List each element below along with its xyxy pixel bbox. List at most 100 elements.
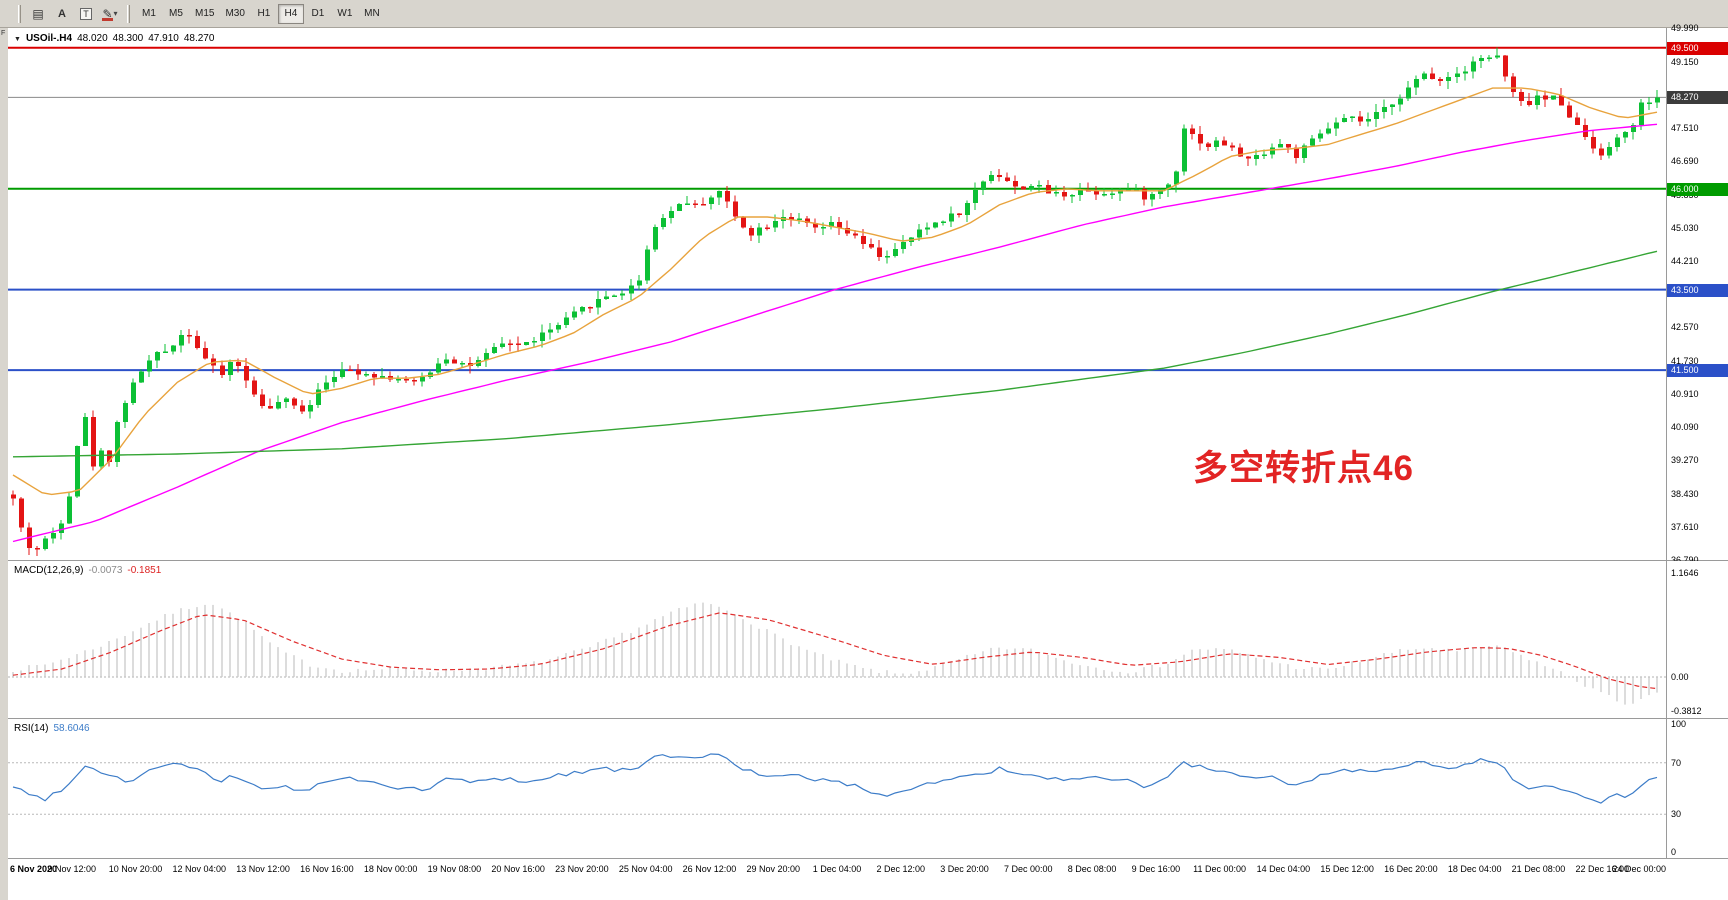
time-tick: 21 Dec 08:00 bbox=[1511, 864, 1566, 874]
main-chart-canvas[interactable] bbox=[8, 28, 1666, 560]
time-tick: 6 Nov 2020 bbox=[10, 864, 58, 874]
time-tick: 9 Nov 12:00 bbox=[47, 864, 97, 874]
rsi-tick: 0 bbox=[1671, 847, 1677, 857]
chart-annotation-text: 多空转折点46 bbox=[1193, 449, 1414, 488]
time-tick: 9 Dec 16:00 bbox=[1131, 864, 1181, 874]
timeframe-button-m15[interactable]: M15 bbox=[190, 4, 219, 24]
rsi-pane[interactable]: RSI(14) 58.6046 100 70 30 0 bbox=[8, 719, 1728, 859]
toolbar: ▤ A T ✎ ▾ M1 M5 M15 M30 H1 H4 D1 W1 MN bbox=[0, 0, 1728, 28]
ohlc-low: 47.910 bbox=[148, 33, 179, 44]
time-tick: 22 Dec 16:00 bbox=[1575, 864, 1629, 874]
macd-tick: 1.1646 bbox=[1671, 568, 1699, 579]
price-tick: 49.150 bbox=[1671, 56, 1699, 67]
time-tick: 23 Nov 20:00 bbox=[555, 864, 609, 874]
rsi-tick: 30 bbox=[1671, 809, 1682, 820]
time-tick: 14 Dec 04:00 bbox=[1256, 864, 1311, 874]
price-badge: 48.270 bbox=[1667, 91, 1728, 105]
crayon-color-bar bbox=[101, 18, 113, 21]
macd-axis[interactable]: 1.1646 0.00 -0.3812 bbox=[1666, 561, 1728, 718]
rsi-name: RSI(14) bbox=[14, 723, 49, 734]
macd-canvas[interactable] bbox=[8, 561, 1666, 718]
rsi-tick: 70 bbox=[1671, 757, 1682, 768]
time-tick: 18 Nov 00:00 bbox=[363, 864, 418, 874]
toolbar-drag-handle[interactable] bbox=[127, 4, 130, 23]
rsi-label: RSI(14) 58.6046 bbox=[14, 723, 90, 734]
time-tick: 1 Dec 04:00 bbox=[812, 864, 862, 874]
time-tick: 8 Dec 08:00 bbox=[1067, 864, 1117, 874]
price-tick: 46.690 bbox=[1671, 156, 1699, 166]
f-key-label[interactable]: F bbox=[1, 30, 6, 37]
time-tick: 19 Nov 08:00 bbox=[427, 864, 482, 874]
price-tick: 41.730 bbox=[1671, 355, 1699, 366]
rsi-value: 58.6046 bbox=[53, 723, 90, 734]
price-tick: 38.430 bbox=[1671, 488, 1699, 499]
text-tool-icon: T bbox=[80, 7, 92, 20]
macd-label: MACD(12,26,9) -0.0073 -0.1851 bbox=[14, 565, 161, 576]
price-tick: 36.790 bbox=[1671, 555, 1699, 565]
rsi-tick: 100 bbox=[1671, 719, 1687, 729]
macd-pane[interactable]: MACD(12,26,9) -0.0073 -0.1851 1.1646 0.00… bbox=[8, 561, 1728, 719]
price-badge: 41.500 bbox=[1667, 364, 1728, 378]
time-tick: 2 Dec 12:00 bbox=[876, 864, 926, 874]
macd-tick: 0.00 bbox=[1671, 671, 1689, 682]
timeframe-button-m5[interactable]: M5 bbox=[163, 4, 189, 24]
price-tick: 47.510 bbox=[1671, 122, 1699, 133]
main-chart-pane[interactable]: ▼ USOil-.H4 48.020 48.300 47.910 48.270 … bbox=[8, 23, 1728, 565]
time-tick: 25 Nov 04:00 bbox=[618, 864, 673, 874]
price-tick: 44.210 bbox=[1671, 255, 1699, 266]
rsi-canvas[interactable] bbox=[8, 719, 1666, 858]
crayon-color-button[interactable]: ✎ ▾ bbox=[99, 3, 121, 24]
chart-window: ▼ USOil-.H4 48.020 48.300 47.910 48.270 … bbox=[8, 23, 1728, 900]
ohlc-close: 48.270 bbox=[183, 33, 215, 44]
ohlc-open: 48.020 bbox=[77, 33, 108, 44]
macd-name: MACD(12,26,9) bbox=[14, 565, 84, 576]
time-tick: 15 Dec 12:00 bbox=[1320, 864, 1374, 874]
time-tick: 16 Nov 16:00 bbox=[300, 864, 354, 874]
chart-grid-icon: ▤ bbox=[32, 6, 44, 21]
price-tick: 45.030 bbox=[1671, 222, 1699, 233]
ohlc-high: 48.300 bbox=[112, 33, 144, 44]
price-tick: 40.090 bbox=[1671, 422, 1699, 432]
macd-main-value: -0.0073 bbox=[88, 565, 123, 576]
timeframe-button-d1[interactable]: D1 bbox=[305, 4, 331, 24]
time-tick: 29 Nov 20:00 bbox=[746, 864, 800, 874]
text-tool-button[interactable]: T bbox=[75, 3, 97, 24]
timeframe-button-h1[interactable]: H1 bbox=[251, 4, 277, 24]
macd-signal-value: -0.1851 bbox=[127, 565, 162, 576]
time-tick: 16 Dec 20:00 bbox=[1384, 864, 1438, 874]
cursor-tool-button[interactable]: A bbox=[51, 3, 73, 24]
time-tick: 18 Dec 04:00 bbox=[1447, 864, 1502, 874]
time-tick: 11 Dec 00:00 bbox=[1193, 864, 1247, 874]
cursor-a-icon: A bbox=[58, 7, 66, 20]
chart-title: ▼ USOil-.H4 48.020 48.300 47.910 48.270 bbox=[14, 33, 214, 44]
timeframe-button-m30[interactable]: M30 bbox=[220, 4, 249, 24]
timeframe-button-group: M1 M5 M15 M30 H1 H4 D1 W1 MN bbox=[136, 3, 385, 24]
chevron-down-icon: ▾ bbox=[113, 9, 118, 18]
price-badge: 46.000 bbox=[1667, 182, 1728, 196]
timeframe-button-m1[interactable]: M1 bbox=[136, 4, 162, 24]
timeframe-button-h4[interactable]: H4 bbox=[277, 3, 304, 24]
rsi-axis[interactable]: 100 70 30 0 bbox=[1666, 719, 1728, 858]
collapse-icon[interactable]: ▼ bbox=[14, 36, 21, 43]
bottom-filler bbox=[8, 881, 1728, 900]
time-tick: 13 Nov 12:00 bbox=[236, 864, 290, 874]
toolbar-drag-handle[interactable] bbox=[18, 4, 21, 23]
left-edge-strip: F bbox=[0, 28, 8, 900]
crayon-icon: ✎ bbox=[102, 6, 113, 21]
price-tick: 39.270 bbox=[1671, 455, 1699, 466]
time-tick: 26 Nov 12:00 bbox=[682, 864, 737, 874]
time-axis[interactable]: 6 Nov 2020 9 Nov 12:00 10 Nov 20:00 12 Nov … bbox=[8, 859, 1728, 881]
price-tick: 49.990 bbox=[1671, 23, 1699, 33]
price-tick: 40.910 bbox=[1671, 388, 1699, 399]
price-tick: 42.570 bbox=[1671, 322, 1699, 333]
timeframe-button-mn[interactable]: MN bbox=[359, 4, 385, 24]
chart-list-button[interactable]: ▤ bbox=[27, 3, 49, 24]
time-tick: 7 Dec 00:00 bbox=[1004, 864, 1053, 874]
time-tick: 24 Dec 00:00 bbox=[1612, 864, 1666, 874]
price-badge: 43.500 bbox=[1667, 283, 1728, 297]
symbol-label: USOil-.H4 bbox=[25, 33, 73, 44]
timeframe-button-w1[interactable]: W1 bbox=[332, 4, 358, 24]
price-axis[interactable]: 49.99049.15048.33047.51046.69045.85045.0… bbox=[1666, 23, 1728, 565]
price-tick: 37.610 bbox=[1671, 521, 1699, 532]
